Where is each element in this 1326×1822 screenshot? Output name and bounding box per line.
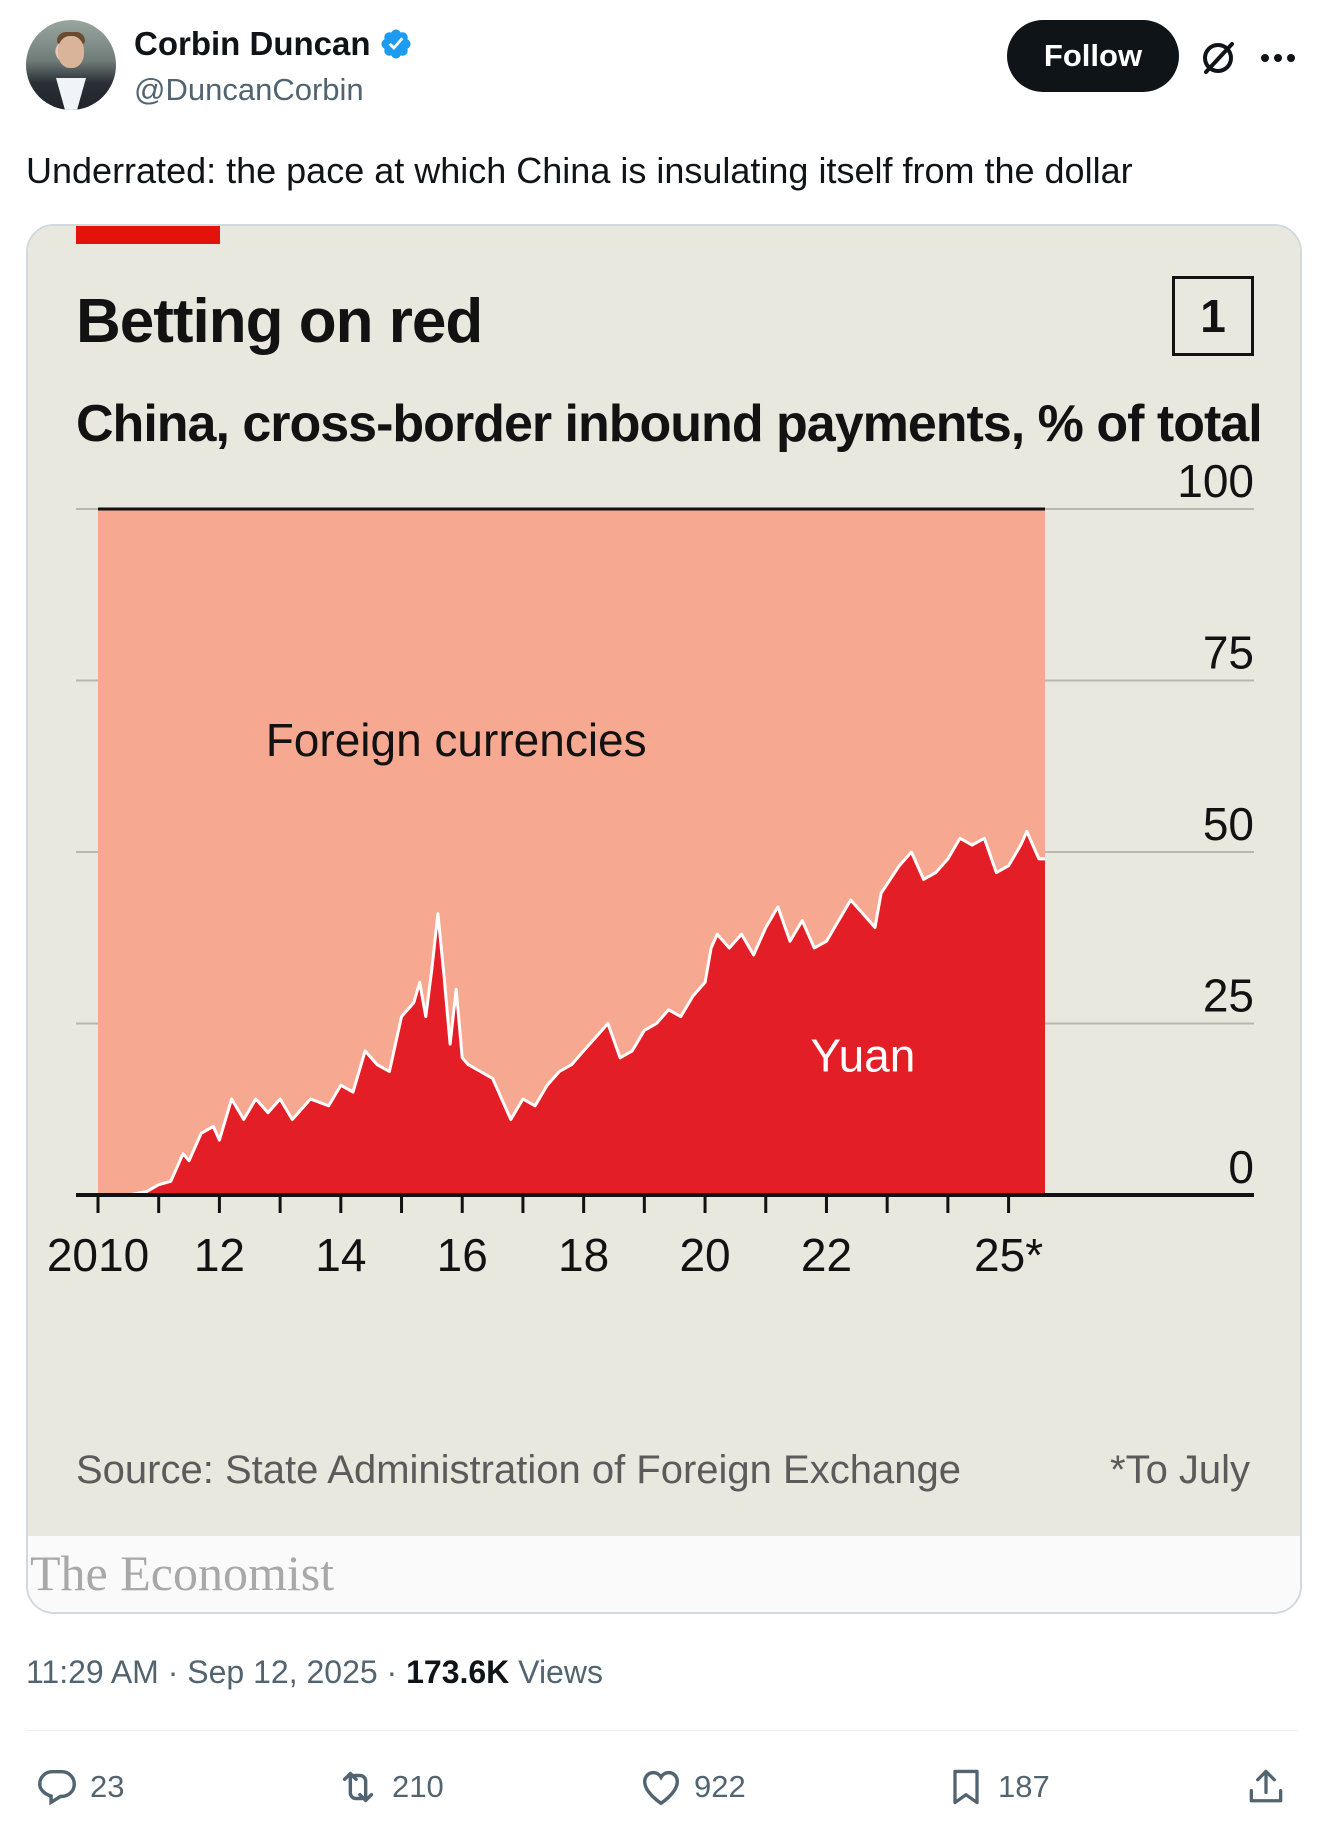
economist-red-tab [76,226,220,244]
heart-icon [642,1770,680,1806]
grok-icon[interactable] [1196,36,1240,80]
yuan-line [98,829,1045,1197]
x-tick-label-16: 16 [437,1229,488,1281]
share-button[interactable] [1244,1762,1288,1812]
x-tick-label-2010: 2010 [47,1229,149,1281]
chart-title: Betting on red [76,287,483,356]
tweet-meta: 11:29 AM · Sep 12, 2025 · 173.6K Views [26,1654,603,1690]
x-tick-label-18: 18 [558,1229,609,1281]
grok-icon-glyph [1203,42,1234,74]
chart-number: 1 [1172,276,1254,356]
y-tick-label-100: 100 [1177,462,1254,507]
repost-button[interactable]: 210 [334,1762,444,1812]
y-tick-label-25: 25 [1203,970,1254,1022]
bookmark-count: 187 [998,1769,1050,1804]
area-chart: 0 25 50 75 100 2010 12 14 16 18 20 22 25* Foreign cur… [47,462,1254,1281]
bookmark-button[interactable]: 187 [944,1762,1050,1812]
yuan-area [98,831,1045,1195]
share-icon [1249,1769,1283,1803]
chart-subtitle: China, cross-border inbound payments, % … [76,395,1263,453]
repost-icon [342,1771,374,1803]
tweet-text: Underrated: the pace at which China is i… [26,150,1133,191]
series-label-yuan: Yuan [810,1030,915,1082]
chart-source: Source: State Administration of Foreign … [76,1448,961,1492]
author-handle[interactable]: @DuncanCorbin [134,72,364,107]
reply-count: 23 [90,1769,125,1804]
publisher-brand: The Economist [30,1545,335,1601]
reply-icon [38,1769,76,1806]
tweet-date[interactable]: Sep 12, 2025 [187,1654,378,1690]
chart-image: Betting on red 1 China, cross-border inb… [28,226,1300,1536]
x-tick-label-20: 20 [679,1229,730,1281]
more-dots-glyph [1261,54,1295,62]
more-options-icon[interactable] [1256,36,1300,80]
x-tick-label-14: 14 [315,1229,366,1281]
repost-count: 210 [392,1769,444,1804]
views-count: 173.6K [406,1654,510,1690]
reply-button[interactable]: 23 [34,1762,124,1812]
media-card[interactable]: Betting on red 1 China, cross-border inb… [26,224,1302,1614]
divider [26,1730,1298,1731]
series-label-foreign-currencies: Foreign currencies [266,714,647,766]
x-tick-label-22: 22 [801,1229,852,1281]
views-label: Views [518,1654,603,1690]
author-name-row[interactable]: Corbin Duncan [134,24,413,64]
verified-badge-icon [380,29,411,59]
avatar[interactable] [26,20,116,110]
like-button[interactable]: 922 [638,1762,746,1812]
x-tick-label-12: 12 [194,1229,245,1281]
y-tick-label-50: 50 [1203,798,1254,850]
tweet-time[interactable]: 11:29 AM [26,1654,159,1690]
y-tick-label-0: 0 [1228,1141,1254,1193]
author-name[interactable]: Corbin Duncan [134,25,371,62]
like-count: 922 [694,1769,746,1804]
chart-footnote: *To July [1110,1448,1251,1492]
follow-button[interactable]: Follow [1007,20,1179,92]
y-tick-label-75: 75 [1203,627,1254,679]
brand-strip [28,1536,1300,1612]
bookmark-icon [953,1769,979,1805]
x-tick-label-25*: 25* [974,1229,1043,1281]
